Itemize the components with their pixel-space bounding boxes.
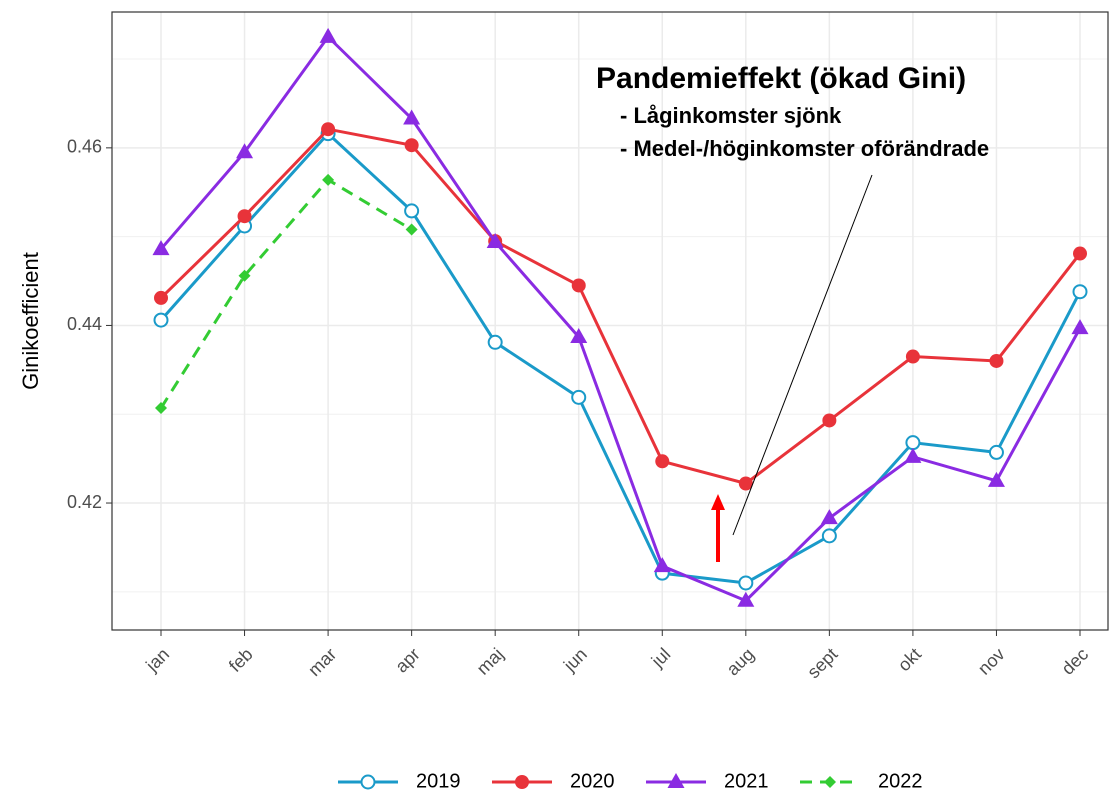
point [820,509,838,525]
legend-label: 2021 [724,770,769,792]
legend-label: 2022 [878,770,923,792]
point [821,528,837,544]
point [404,138,419,153]
x-tick-label: nov [974,644,1009,679]
point [571,389,587,405]
series-line [159,131,1082,585]
series-line [159,177,413,409]
point [404,203,420,219]
point [738,575,754,591]
y-tick-label: 0.42 [67,492,102,512]
point [1071,319,1089,335]
point [487,334,503,350]
arrow-head [711,494,725,510]
x-tick-label: aug [723,644,758,679]
point [989,353,1004,368]
point [653,557,671,573]
series-line [159,34,1082,603]
annotation-line: - Låginkomster sjönk [620,103,842,128]
x-tick-label: dec [1058,644,1093,679]
point [153,312,169,328]
point [822,413,837,428]
y-tick-label: 0.44 [67,314,102,334]
point [905,349,920,364]
point [738,476,753,491]
series-line [159,127,1082,486]
point [905,435,921,451]
point [154,290,168,305]
legend-label: 2019 [416,770,461,792]
point [988,444,1004,460]
x-tick-label: jul [647,644,675,672]
x-tick-label: mar [304,644,340,680]
pointer-line [732,174,873,536]
y-tick-label: 0.46 [67,137,102,157]
point [737,591,755,607]
point [237,209,252,224]
point [319,27,337,43]
legend-marker [824,776,836,788]
legend-label: 2020 [570,770,615,792]
point [1072,284,1088,300]
x-tick-label: jan [141,644,173,676]
x-tick-label: apr [391,644,424,677]
panel-border [111,11,1109,631]
point [403,109,421,125]
point [486,232,504,248]
point [322,173,335,186]
x-tick-label: maj [473,644,508,679]
point [155,402,167,415]
point [236,143,254,159]
point [571,278,586,293]
y-axis-label: Ginikoefficient [18,252,43,390]
point [321,122,336,137]
point [570,327,588,343]
point [405,223,418,236]
x-tick-label: feb [225,644,257,676]
point [904,447,922,463]
point [1073,246,1087,261]
point [152,240,170,256]
point [987,471,1005,487]
x-tick-label: jun [559,644,591,676]
x-tick-label: okt [894,644,925,675]
point [238,269,251,282]
legend-marker [360,774,376,790]
annotation-line: - Medel-/höginkomster oförändrade [620,136,989,161]
legend-marker [667,773,685,788]
legend-marker [515,775,529,789]
annotation-title: Pandemieffekt (ökad Gini) [596,62,966,95]
x-tick-label: sept [803,644,841,682]
point [655,454,670,469]
